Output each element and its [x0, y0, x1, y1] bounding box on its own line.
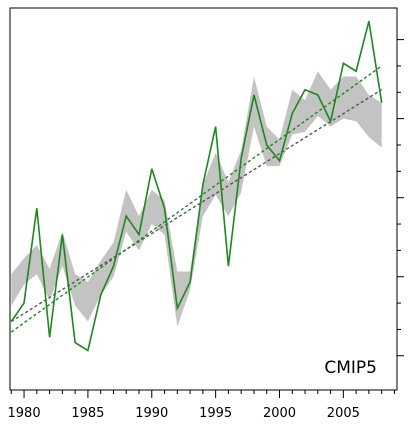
observed-series-layer: [10, 21, 383, 352]
model-annotation: CMIP5: [324, 358, 377, 378]
y-axis-ticks: [397, 39, 404, 357]
x-tick-label: 2000: [263, 406, 296, 421]
x-tick-label: 2005: [327, 406, 360, 421]
model-spread-band-layer: [11, 71, 382, 327]
x-tick-label: 1990: [135, 406, 168, 421]
model-spread-band: [11, 71, 382, 327]
model-trend-line: [10, 89, 383, 323]
x-tick-label: 1985: [71, 406, 104, 421]
x-tick-label: 1980: [8, 406, 41, 421]
observed-series-line: [10, 21, 383, 352]
observed-trend-line: [10, 65, 383, 333]
plot-frame: [9, 7, 398, 391]
trend-lines-layer: [10, 65, 383, 333]
x-tick-label: 1995: [199, 406, 232, 421]
x-axis-ticks: 1980 1985 1990 1995 2000 2005: [8, 390, 395, 421]
